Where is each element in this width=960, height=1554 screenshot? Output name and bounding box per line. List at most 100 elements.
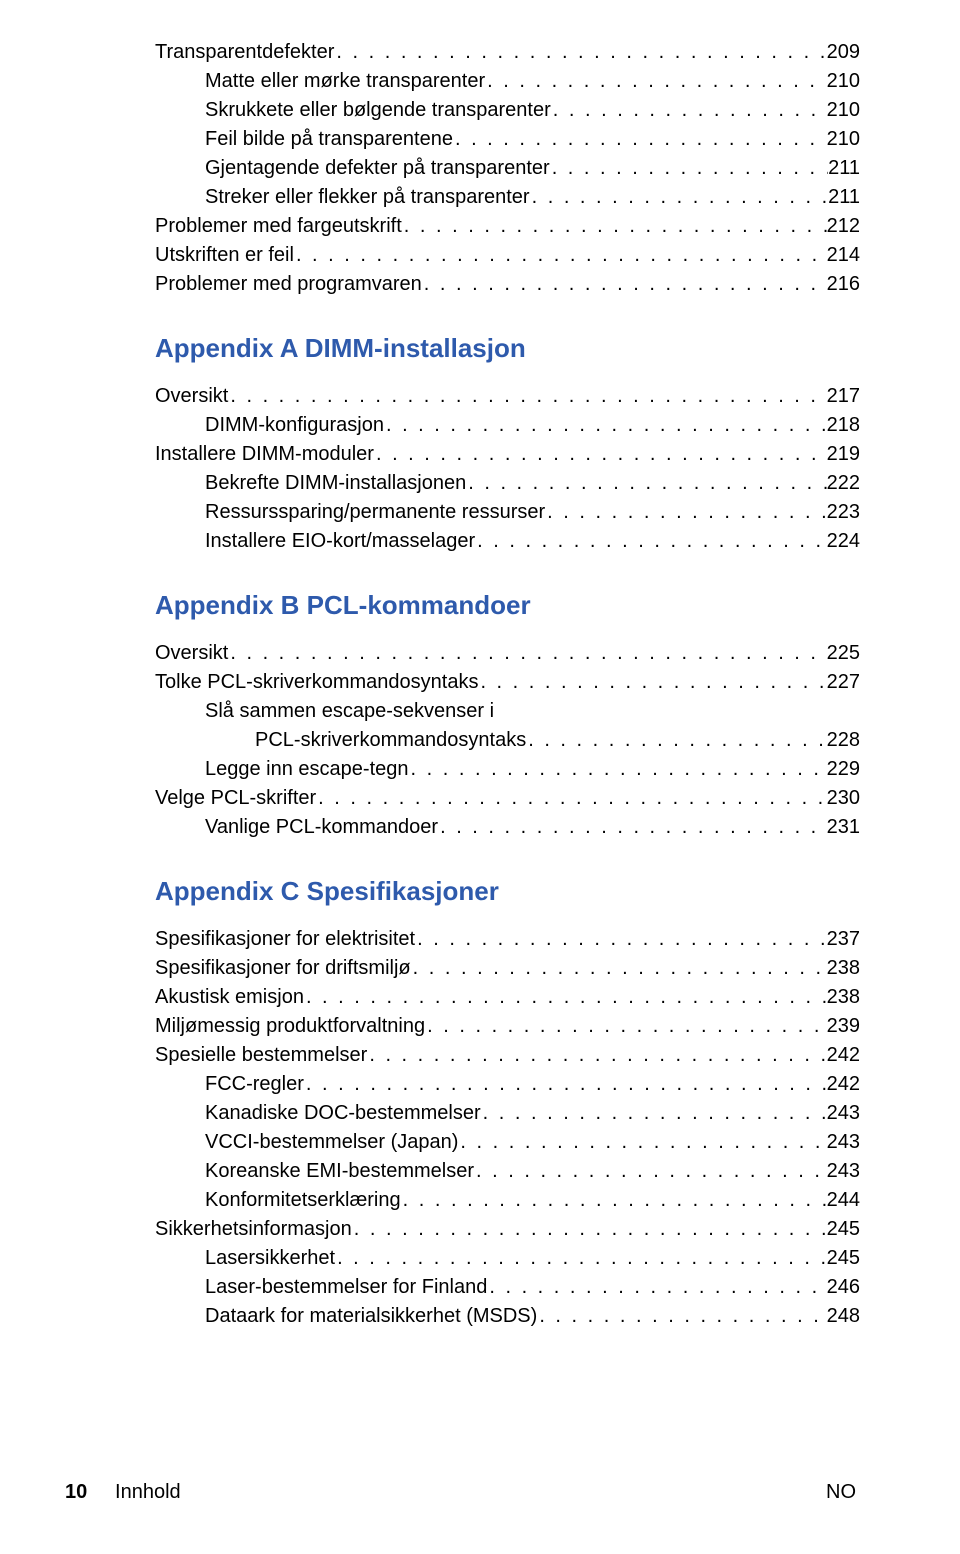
- toc-entry-label: Spesifikasjoner for driftsmiljø: [155, 954, 411, 983]
- toc-entry-label: Utskriften er feil: [155, 241, 294, 270]
- toc-leader-dots: . . . . . . . . . . . . . . . . . . . . …: [453, 125, 827, 154]
- toc-leader-dots: . . . . . . . . . . . . . . . . . . . . …: [458, 1128, 826, 1157]
- appendix-c-heading: Appendix C Spesifikasjoner: [155, 876, 860, 907]
- toc-entry: FCC-regler. . . . . . . . . . . . . . . …: [205, 1070, 860, 1099]
- toc-leader-dots: . . . . . . . . . . . . . . . . . . . . …: [401, 1186, 827, 1215]
- toc-leader-dots: . . . . . . . . . . . . . . . . . . . . …: [409, 755, 827, 784]
- toc-entry-label: Feil bilde på transparentene: [205, 125, 453, 154]
- toc-block-appendix-b-bottom: Legge inn escape-tegn. . . . . . . . . .…: [155, 755, 860, 842]
- toc-entry-label: Oversikt: [155, 382, 228, 411]
- toc-entry-label: Kanadiske DOC-bestemmelser: [205, 1099, 481, 1128]
- page-container: Transparentdefekter. . . . . . . . . . .…: [0, 0, 960, 1554]
- toc-entry: Feil bilde på transparentene. . . . . . …: [205, 125, 860, 154]
- toc-entry-page: 238: [827, 983, 860, 1012]
- footer-page-number: 10: [65, 1481, 87, 1503]
- toc-entry-label: Oversikt: [155, 639, 228, 668]
- toc-entry-page: 245: [827, 1244, 860, 1273]
- toc-leader-dots: . . . . . . . . . . . . . . . . . . . . …: [487, 1273, 826, 1302]
- toc-entry-label: Legge inn escape-tegn: [205, 755, 409, 784]
- toc-entry: Konformitetserklæring. . . . . . . . . .…: [205, 1186, 860, 1215]
- toc-entry-label: Spesielle bestemmelser: [155, 1041, 367, 1070]
- toc-leader-dots: . . . . . . . . . . . . . . . . . . . . …: [316, 784, 826, 813]
- toc-entry-label: Gjentagende defekter på transparenter: [205, 154, 550, 183]
- toc-wrap-line2-label: PCL-skriverkommandosyntaks: [255, 726, 526, 755]
- toc-entry-label: Vanlige PCL-kommandoer: [205, 813, 438, 842]
- toc-entry-page: 227: [827, 668, 860, 697]
- toc-entry-wrapped: Slå sammen escape-sekvenser i PCL-skrive…: [205, 697, 860, 755]
- toc-entry: Utskriften er feil. . . . . . . . . . . …: [155, 241, 860, 270]
- toc-entry-label: Installere EIO-kort/masselager: [205, 527, 475, 556]
- toc-entry: DIMM-konfigurasjon. . . . . . . . . . . …: [205, 411, 860, 440]
- toc-entry-label: Installere DIMM-moduler: [155, 440, 374, 469]
- toc-entry-label: FCC-regler: [205, 1070, 304, 1099]
- toc-leader-dots: . . . . . . . . . . . . . . . . . . . . …: [550, 154, 828, 183]
- toc-leader-dots: . . . . . . . . . . . . . . . . . . . . …: [481, 1099, 827, 1128]
- toc-entry-page: 222: [827, 469, 860, 498]
- toc-leader-dots: . . . . . . . . . . . . . . . . . . . . …: [367, 1041, 826, 1070]
- toc-entry: Oversikt. . . . . . . . . . . . . . . . …: [155, 382, 860, 411]
- toc-leader-dots: . . . . . . . . . . . . . . . . . . . . …: [304, 983, 827, 1012]
- toc-entry-page: 242: [827, 1070, 860, 1099]
- toc-entry-page: 218: [827, 411, 860, 440]
- toc-entry: Tolke PCL-skriverkommandosyntaks. . . . …: [155, 668, 860, 697]
- toc-entry-page: 225: [827, 639, 860, 668]
- toc-entry: Spesifikasjoner for elektrisitet. . . . …: [155, 925, 860, 954]
- toc-entry-label: VCCI-bestemmelser (Japan): [205, 1128, 458, 1157]
- toc-entry-page: 217: [827, 382, 860, 411]
- toc-entry: Problemer med fargeutskrift. . . . . . .…: [155, 212, 860, 241]
- toc-entry: Installere EIO-kort/masselager. . . . . …: [205, 527, 860, 556]
- toc-leader-dots: . . . . . . . . . . . . . . . . . . . . …: [402, 212, 827, 241]
- toc-leader-dots: . . . . . . . . . . . . . . . . . . . . …: [530, 183, 829, 212]
- toc-leader-dots: . . . . . . . . . . . . . . . . . . . . …: [526, 726, 826, 755]
- toc-entry-page: 239: [827, 1012, 860, 1041]
- toc-leader-dots: . . . . . . . . . . . . . . . . . . . . …: [334, 38, 826, 67]
- toc-wrap-line1: Slå sammen escape-sekvenser i: [205, 697, 860, 726]
- toc-entry-label: Skrukkete eller bølgende transparenter: [205, 96, 551, 125]
- toc-entry-label: Problemer med fargeutskrift: [155, 212, 402, 241]
- toc-entry-page: 230: [827, 784, 860, 813]
- toc-leader-dots: . . . . . . . . . . . . . . . . . . . . …: [384, 411, 827, 440]
- toc-entry-page: 210: [827, 67, 860, 96]
- toc-leader-dots: . . . . . . . . . . . . . . . . . . . . …: [415, 925, 827, 954]
- toc-entry: Velge PCL-skrifter. . . . . . . . . . . …: [155, 784, 860, 813]
- toc-entry-page: 244: [827, 1186, 860, 1215]
- toc-entry-page: 248: [827, 1302, 860, 1331]
- toc-entry-label: Matte eller mørke transparenter: [205, 67, 485, 96]
- toc-block-appendix-b-top: Oversikt . . . . . . . . . . . . . . . . …: [155, 639, 860, 697]
- toc-entry: Transparentdefekter. . . . . . . . . . .…: [155, 38, 860, 67]
- toc-entry-page: 209: [827, 38, 860, 67]
- toc-entry: Vanlige PCL-kommandoer. . . . . . . . . …: [205, 813, 860, 842]
- toc-leader-dots: . . . . . . . . . . . . . . . . . . . . …: [425, 1012, 827, 1041]
- toc-entry-label: Ressurssparing/permanente ressurser: [205, 498, 545, 527]
- footer-section-label: Innhold: [115, 1481, 181, 1503]
- toc-entry-page: 211: [828, 154, 860, 183]
- toc-entry: Legge inn escape-tegn. . . . . . . . . .…: [205, 755, 860, 784]
- toc-entry-page: 245: [827, 1215, 860, 1244]
- toc-leader-dots: . . . . . . . . . . . . . . . . . . . . …: [474, 1157, 827, 1186]
- toc-entry-page: 214: [827, 241, 860, 270]
- toc-entry-page: 238: [827, 954, 860, 983]
- toc-leader-dots: . . . . . . . . . . . . . . . . . . . . …: [411, 954, 827, 983]
- toc-entry: Laser-bestemmelser for Finland. . . . . …: [205, 1273, 860, 1302]
- toc-block-appendix-a: Oversikt . . . . . . . . . . . . . . . . …: [155, 382, 860, 556]
- toc-leader-dots: . . . . . . . . . . . . . . . . . . . . …: [478, 668, 826, 697]
- toc-entry: Oversikt. . . . . . . . . . . . . . . . …: [155, 639, 860, 668]
- appendix-a-heading: Appendix A DIMM-installasjon: [155, 333, 860, 364]
- toc-entry-label: Dataark for materialsikkerhet (MSDS): [205, 1302, 537, 1331]
- toc-entry-page: 243: [827, 1128, 860, 1157]
- toc-entry-label: Velge PCL-skrifter: [155, 784, 316, 813]
- toc-entry-label: Miljømessig produktforvaltning: [155, 1012, 425, 1041]
- toc-leader-dots: . . . . . . . . . . . . . . . . . . . . …: [335, 1244, 827, 1273]
- toc-entry: Installere DIMM-moduler. . . . . . . . .…: [155, 440, 860, 469]
- toc-entry-label: Transparentdefekter: [155, 38, 334, 67]
- toc-entry-label: Laser-bestemmelser for Finland: [205, 1273, 487, 1302]
- toc-entry-page: 216: [827, 270, 860, 299]
- toc-leader-dots: . . . . . . . . . . . . . . . . . . . . …: [475, 527, 827, 556]
- toc-entry-label: DIMM-konfigurasjon: [205, 411, 384, 440]
- toc-leader-dots: . . . . . . . . . . . . . . . . . . . . …: [294, 241, 827, 270]
- toc-leader-dots: . . . . . . . . . . . . . . . . . . . . …: [466, 469, 826, 498]
- toc-entry: Miljømessig produktforvaltning. . . . . …: [155, 1012, 860, 1041]
- toc-leader-dots: . . . . . . . . . . . . . . . . . . . . …: [545, 498, 826, 527]
- toc-leader-dots: . . . . . . . . . . . . . . . . . . . . …: [304, 1070, 827, 1099]
- toc-entry: Dataark for materialsikkerhet (MSDS). . …: [205, 1302, 860, 1331]
